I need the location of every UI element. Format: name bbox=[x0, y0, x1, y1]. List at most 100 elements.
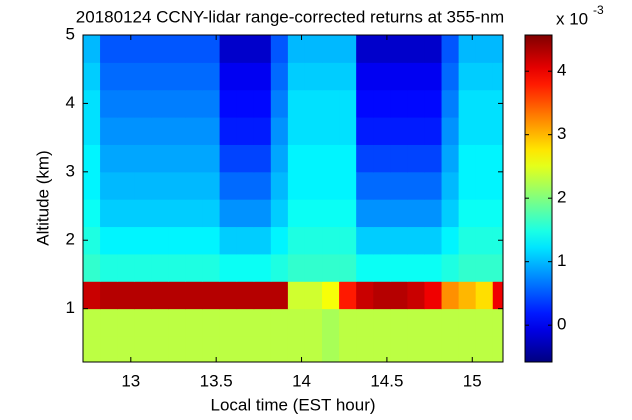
heatmap-cell bbox=[134, 308, 152, 337]
heatmap-cell bbox=[168, 62, 186, 91]
heatmap-cell bbox=[219, 62, 238, 91]
heatmap-cell bbox=[185, 253, 204, 282]
heatmap-cell bbox=[339, 226, 357, 255]
heatmap-cell bbox=[424, 308, 443, 337]
heatmap-cell bbox=[407, 62, 425, 91]
heatmap-cell bbox=[407, 336, 425, 362]
x-tick-label: 13.5 bbox=[200, 371, 233, 390]
heatmap-cell bbox=[390, 62, 408, 91]
heatmap-cell bbox=[339, 144, 357, 173]
heatmap-cell bbox=[287, 226, 306, 255]
heatmap-cell bbox=[100, 89, 118, 118]
heatmap-cell bbox=[475, 253, 494, 282]
heatmap-cell bbox=[492, 89, 503, 118]
heatmap-cell bbox=[253, 144, 272, 173]
heatmap-cell bbox=[219, 336, 238, 362]
heatmap-cell bbox=[407, 117, 425, 145]
heatmap-cell bbox=[458, 144, 477, 173]
heatmap-cell bbox=[168, 199, 186, 228]
heatmap-cell bbox=[373, 281, 391, 310]
heatmap-cell bbox=[168, 89, 186, 118]
heatmap-cell bbox=[492, 253, 503, 282]
heatmap-cell bbox=[219, 117, 238, 145]
heatmap-cell bbox=[424, 171, 443, 200]
heatmap-cell bbox=[117, 35, 135, 63]
heatmap-cell bbox=[475, 199, 494, 228]
heatmap-cell bbox=[253, 117, 272, 145]
y-tick-label: 4 bbox=[66, 93, 75, 112]
heatmap-cell bbox=[492, 281, 503, 310]
heatmap-cell bbox=[287, 144, 306, 173]
heatmap-cell bbox=[151, 144, 169, 173]
heatmap-cell bbox=[304, 171, 323, 200]
heatmap-cell bbox=[407, 35, 425, 63]
heatmap-cell bbox=[304, 89, 323, 118]
heatmap-cell bbox=[202, 89, 221, 118]
y-axis-label: Altitude (km) bbox=[33, 150, 52, 245]
heatmap-cell bbox=[219, 308, 238, 337]
heatmap-cell bbox=[219, 226, 238, 255]
heatmap-cell bbox=[100, 199, 118, 228]
heatmap-cell bbox=[322, 308, 340, 337]
heatmap-cell bbox=[253, 281, 272, 310]
heatmap-cell bbox=[100, 62, 118, 91]
heatmap-cell bbox=[117, 253, 135, 282]
heatmap-cell bbox=[117, 308, 135, 337]
heatmap-cell bbox=[168, 253, 186, 282]
heatmap-cell bbox=[475, 117, 494, 145]
heatmap-cell bbox=[339, 253, 357, 282]
heatmap-cell bbox=[407, 171, 425, 200]
heatmap-cell bbox=[322, 35, 340, 63]
heatmap-cell bbox=[339, 199, 357, 228]
heatmap-cell bbox=[117, 281, 135, 310]
colorbar-tick-label: 1 bbox=[557, 251, 566, 270]
heatmap-cell bbox=[441, 35, 460, 63]
heatmap bbox=[83, 35, 503, 362]
heatmap-cell bbox=[458, 281, 477, 310]
heatmap-cell bbox=[117, 199, 135, 228]
heatmap-cell bbox=[373, 253, 391, 282]
heatmap-cell bbox=[219, 253, 238, 282]
heatmap-cell bbox=[390, 199, 408, 228]
heatmap-cell bbox=[83, 281, 101, 310]
heatmap-cell bbox=[151, 336, 169, 362]
heatmap-cell bbox=[356, 308, 374, 337]
heatmap-cell bbox=[322, 199, 340, 228]
heatmap-cell bbox=[270, 117, 289, 145]
heatmap-cell bbox=[83, 199, 101, 228]
heatmap-cell bbox=[390, 171, 408, 200]
heatmap-cell bbox=[322, 226, 340, 255]
heatmap-cell bbox=[83, 336, 101, 362]
heatmap-cell bbox=[219, 144, 238, 173]
heatmap-cell bbox=[407, 253, 425, 282]
heatmap-cell bbox=[441, 171, 460, 200]
heatmap-cell bbox=[83, 253, 101, 282]
heatmap-cell bbox=[287, 171, 306, 200]
heatmap-cell bbox=[253, 253, 272, 282]
x-tick-label: 14 bbox=[292, 371, 311, 390]
heatmap-cell bbox=[322, 117, 340, 145]
heatmap-cell bbox=[185, 35, 204, 63]
heatmap-cell bbox=[202, 144, 221, 173]
heatmap-cell bbox=[322, 144, 340, 173]
heatmap-cell bbox=[322, 336, 340, 362]
heatmap-cell bbox=[202, 171, 221, 200]
heatmap-cell bbox=[134, 117, 152, 145]
heatmap-cell bbox=[270, 226, 289, 255]
heatmap-cell bbox=[304, 281, 323, 310]
heatmap-cell bbox=[287, 89, 306, 118]
heatmap-cell bbox=[492, 117, 503, 145]
heatmap-cell bbox=[151, 171, 169, 200]
heatmap-cell bbox=[117, 336, 135, 362]
heatmap-cell bbox=[168, 281, 186, 310]
heatmap-cell bbox=[441, 199, 460, 228]
heatmap-cell bbox=[236, 89, 255, 118]
heatmap-cell bbox=[117, 171, 135, 200]
y-tick-label: 2 bbox=[66, 230, 75, 249]
heatmap-cell bbox=[83, 144, 101, 173]
heatmap-cell bbox=[185, 281, 204, 310]
heatmap-cell bbox=[185, 226, 204, 255]
heatmap-cell bbox=[424, 226, 443, 255]
heatmap-cell bbox=[253, 308, 272, 337]
heatmap-cell bbox=[134, 281, 152, 310]
